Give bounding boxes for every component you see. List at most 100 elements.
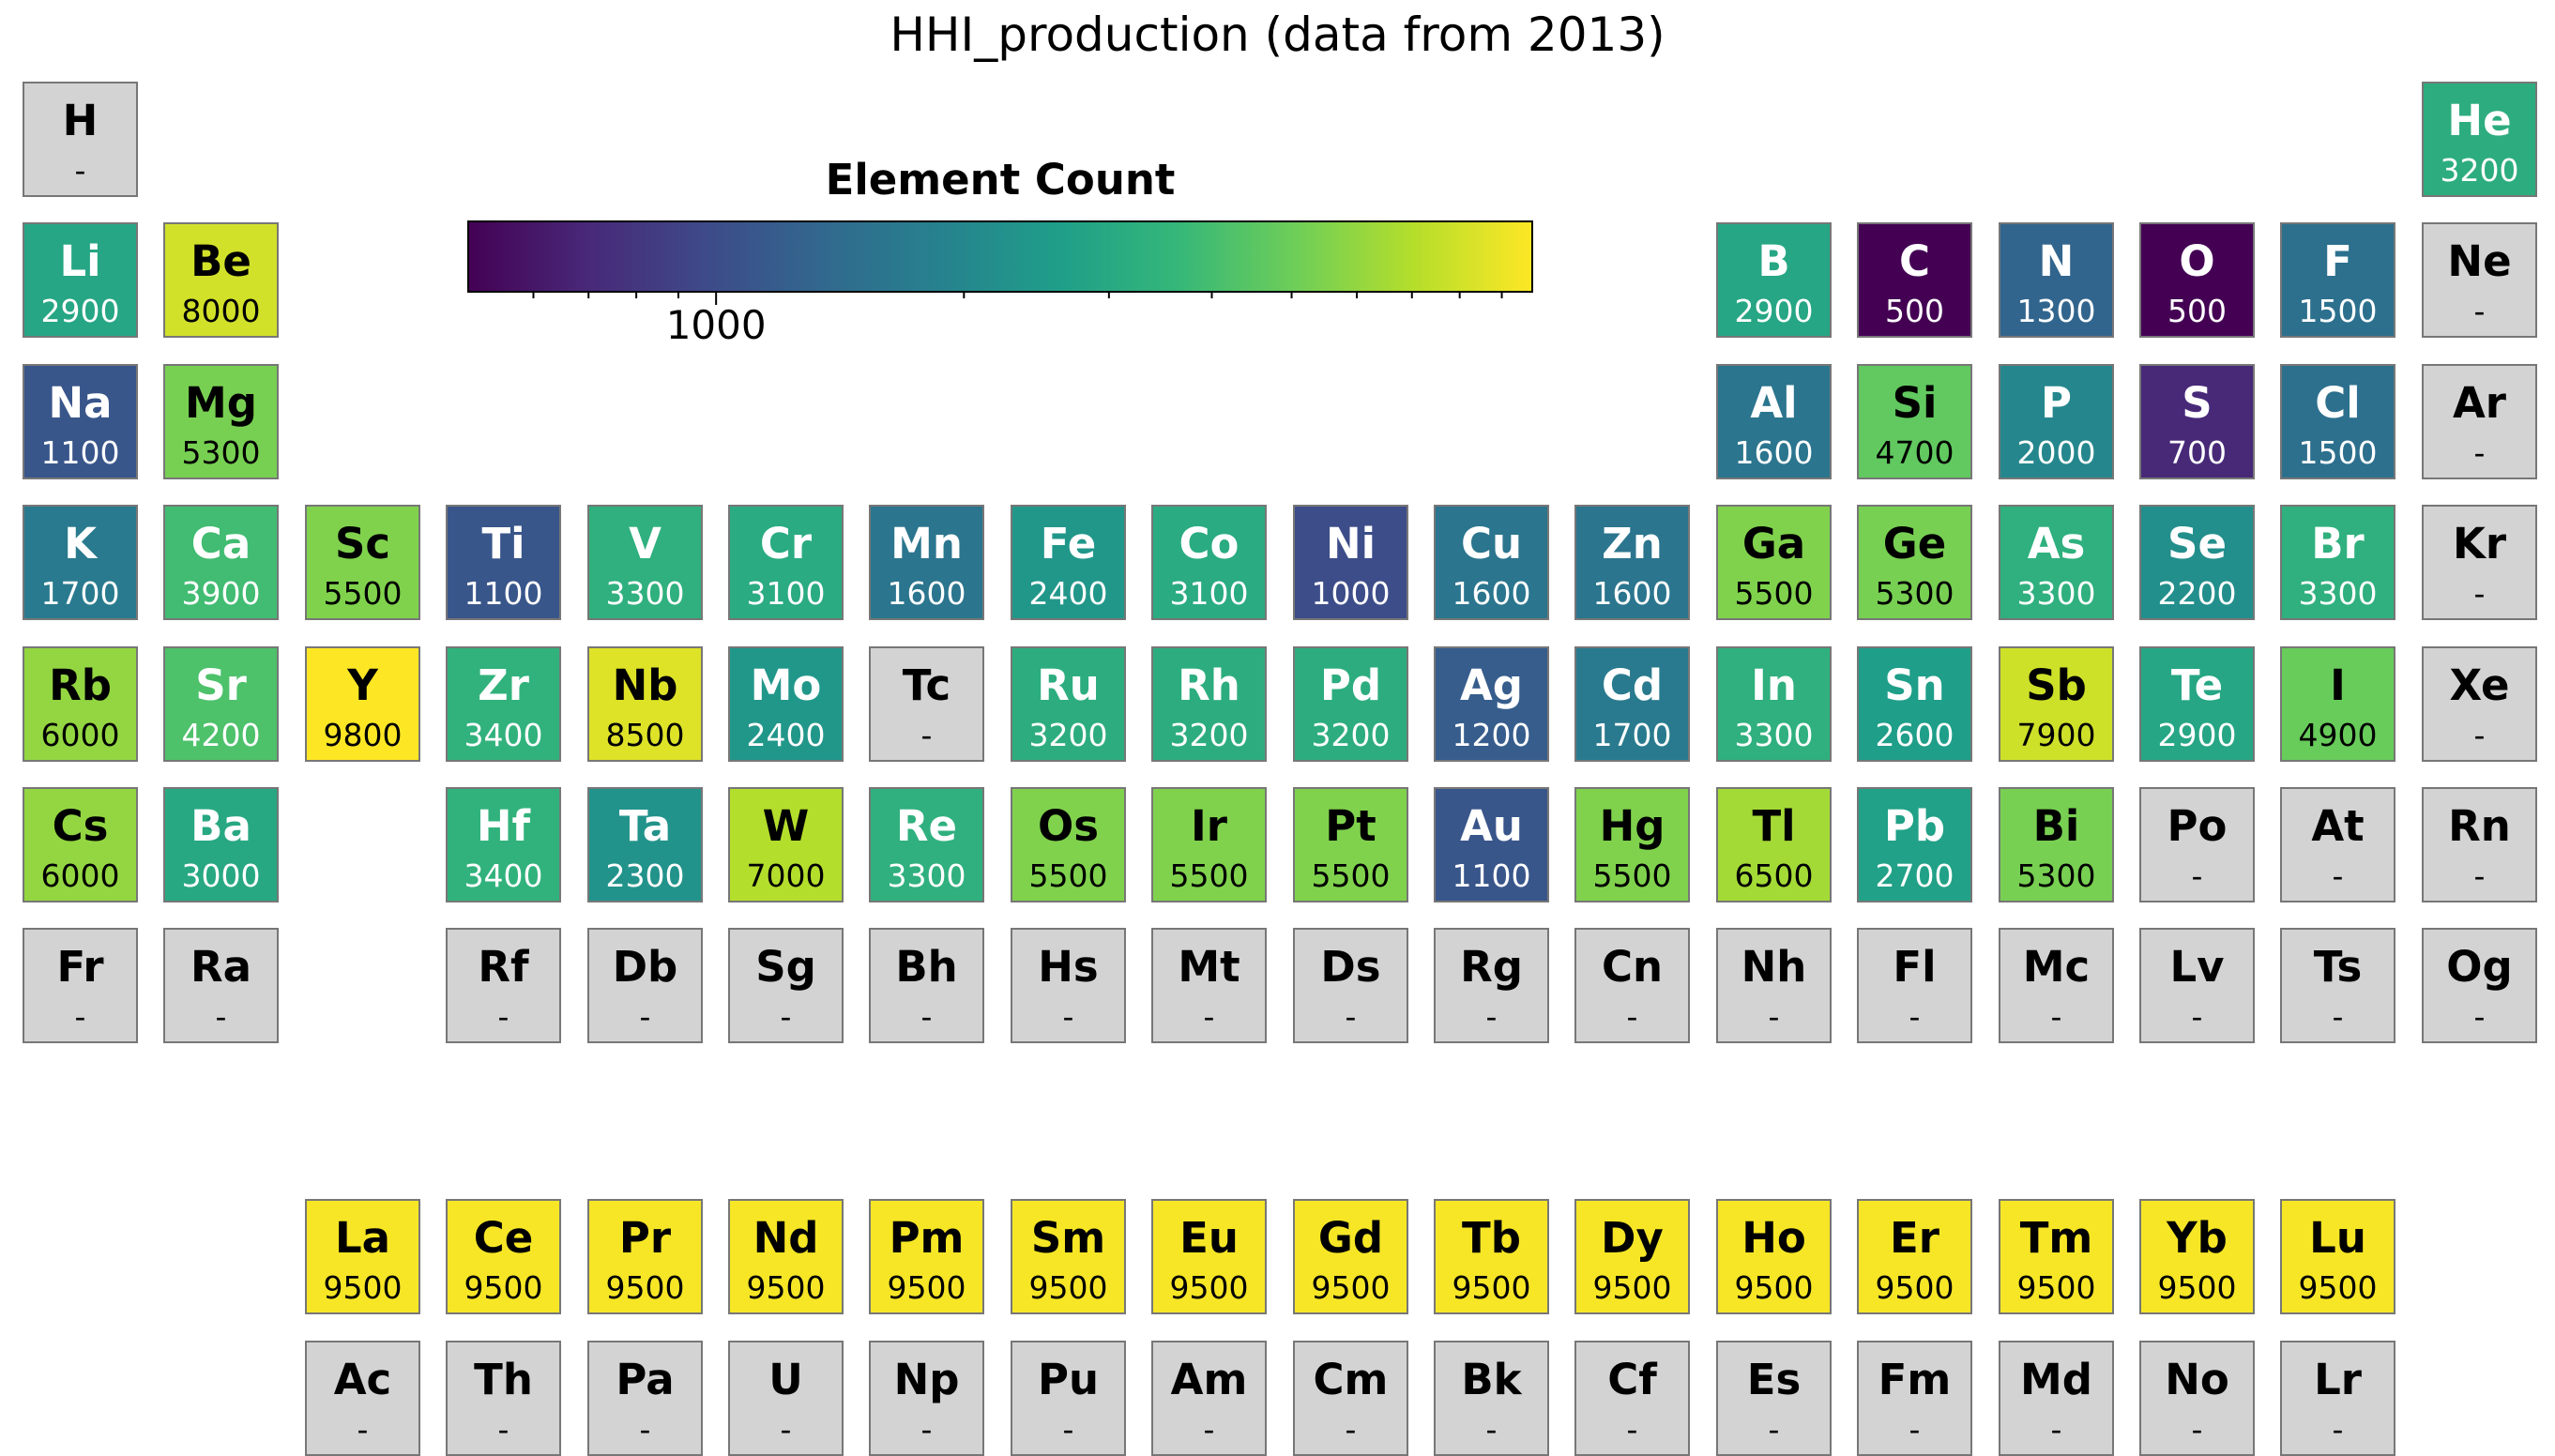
element-cell-np: Np - — [869, 1341, 984, 1456]
element-cell-lu: Lu 9500 — [2280, 1199, 2395, 1314]
element-symbol: Mc — [2022, 942, 2091, 992]
element-value: - — [639, 998, 651, 1035]
element-cell-na: Na 1100 — [23, 364, 138, 479]
element-cell-yb: Yb 9500 — [2139, 1199, 2255, 1314]
element-cell-tm: Tm 9500 — [1999, 1199, 2114, 1314]
element-cell-cr: Cr 3100 — [728, 505, 844, 620]
element-symbol: At — [2311, 801, 2365, 851]
element-cell-ir: Ir 5500 — [1151, 787, 1267, 902]
element-value: 9800 — [323, 717, 403, 753]
element-value: 3100 — [746, 575, 826, 612]
element-symbol: Sm — [1030, 1213, 1106, 1263]
element-cell-ta: Ta 2300 — [587, 787, 703, 902]
element-symbol: Bh — [895, 942, 958, 992]
element-symbol: Pr — [618, 1213, 672, 1263]
element-value: 7900 — [2016, 717, 2096, 753]
element-value: - — [780, 998, 792, 1035]
element-symbol: Cn — [1601, 942, 1664, 992]
element-value: 5500 — [1592, 857, 1672, 894]
element-cell-rf: Rf - — [446, 928, 561, 1043]
element-cell-te: Te 2900 — [2139, 646, 2255, 762]
element-symbol: F — [2323, 236, 2352, 286]
element-value: 5500 — [1028, 857, 1108, 894]
element-cell-br: Br 3300 — [2280, 505, 2395, 620]
element-value: - — [2191, 998, 2203, 1035]
element-value: 4700 — [1875, 434, 1954, 471]
element-symbol: Rg — [1460, 942, 1523, 992]
element-symbol: O — [2179, 236, 2215, 286]
element-value: 3000 — [181, 857, 261, 894]
element-cell-p: P 2000 — [1999, 364, 2114, 479]
element-symbol: Pd — [1319, 660, 1382, 710]
element-symbol: Te — [2170, 660, 2224, 710]
element-cell-kr: Kr - — [2422, 505, 2537, 620]
element-cell-pd: Pd 3200 — [1293, 646, 1408, 762]
element-cell-b: B 2900 — [1716, 222, 1832, 338]
element-symbol: Au — [1460, 801, 1523, 851]
element-value: - — [1203, 1411, 1215, 1448]
element-value: - — [74, 152, 86, 189]
element-symbol: Yb — [2167, 1213, 2228, 1263]
element-symbol: Lr — [2314, 1355, 2362, 1404]
element-value: - — [2473, 857, 2486, 894]
element-cell-sn: Sn 2600 — [1857, 646, 1972, 762]
element-symbol: Sn — [1884, 660, 1945, 710]
element-symbol: Mo — [750, 660, 822, 710]
element-value: 5500 — [1169, 857, 1249, 894]
element-cell-s: S 700 — [2139, 364, 2255, 479]
element-value: - — [1203, 998, 1215, 1035]
element-value: - — [1626, 998, 1638, 1035]
element-value: 1500 — [2298, 293, 2378, 329]
element-cell-re: Re 3300 — [869, 787, 984, 902]
element-symbol: Nh — [1741, 942, 1807, 992]
element-value: 500 — [2167, 293, 2227, 329]
element-value: 1300 — [2016, 293, 2096, 329]
element-symbol: Pa — [616, 1355, 675, 1404]
element-symbol: Rh — [1178, 660, 1240, 710]
element-cell-cu: Cu 1600 — [1434, 505, 1549, 620]
element-cell-hs: Hs - — [1011, 928, 1126, 1043]
element-symbol: K — [64, 519, 97, 569]
element-cell-au: Au 1100 — [1434, 787, 1549, 902]
element-value: 9500 — [1875, 1269, 1954, 1306]
element-cell-bk: Bk - — [1434, 1341, 1549, 1456]
element-symbol: U — [768, 1355, 803, 1404]
element-symbol: W — [762, 801, 810, 851]
element-cell-h: H- — [23, 82, 138, 197]
element-cell-bh: Bh - — [869, 928, 984, 1043]
element-symbol: H — [62, 96, 99, 145]
element-cell-mg: Mg 5300 — [163, 364, 279, 479]
element-cell-hf: Hf 3400 — [446, 787, 561, 902]
element-cell-as: As 3300 — [1999, 505, 2114, 620]
element-cell-th: Th - — [446, 1341, 561, 1456]
element-cell-og: Og - — [2422, 928, 2537, 1043]
element-symbol: Os — [1037, 801, 1100, 851]
element-symbol: Th — [474, 1355, 533, 1404]
element-symbol: Tm — [2019, 1213, 2093, 1263]
element-cell-lr: Lr - — [2280, 1341, 2395, 1456]
element-symbol: Fe — [1040, 519, 1097, 569]
element-cell-ts: Ts - — [2280, 928, 2395, 1043]
element-cell-tc: Tc - — [869, 646, 984, 762]
element-value: - — [639, 1411, 651, 1448]
element-symbol: Cf — [1607, 1355, 1657, 1404]
element-cell-nh: Nh - — [1716, 928, 1832, 1043]
element-value: 2900 — [2157, 717, 2237, 753]
element-value: 9500 — [1452, 1269, 1531, 1306]
element-cell-cl: Cl 1500 — [2280, 364, 2395, 479]
element-cell-po: Po - — [2139, 787, 2255, 902]
element-cell-fl: Fl - — [1857, 928, 1972, 1043]
element-value: 1100 — [1452, 857, 1531, 894]
element-symbol: Br — [2311, 519, 2365, 569]
element-value: - — [2473, 575, 2486, 612]
element-value: - — [74, 998, 86, 1035]
element-value: - — [2050, 1411, 2062, 1448]
element-cell-tl: Tl 6500 — [1716, 787, 1832, 902]
element-value: 9500 — [887, 1269, 966, 1306]
element-value: 9500 — [1028, 1269, 1108, 1306]
element-cell-cd: Cd 1700 — [1574, 646, 1690, 762]
element-symbol: Er — [1890, 1213, 1939, 1263]
element-symbol: Ir — [1191, 801, 1227, 851]
element-symbol: Pu — [1037, 1355, 1100, 1404]
element-symbol: Po — [2167, 801, 2228, 851]
